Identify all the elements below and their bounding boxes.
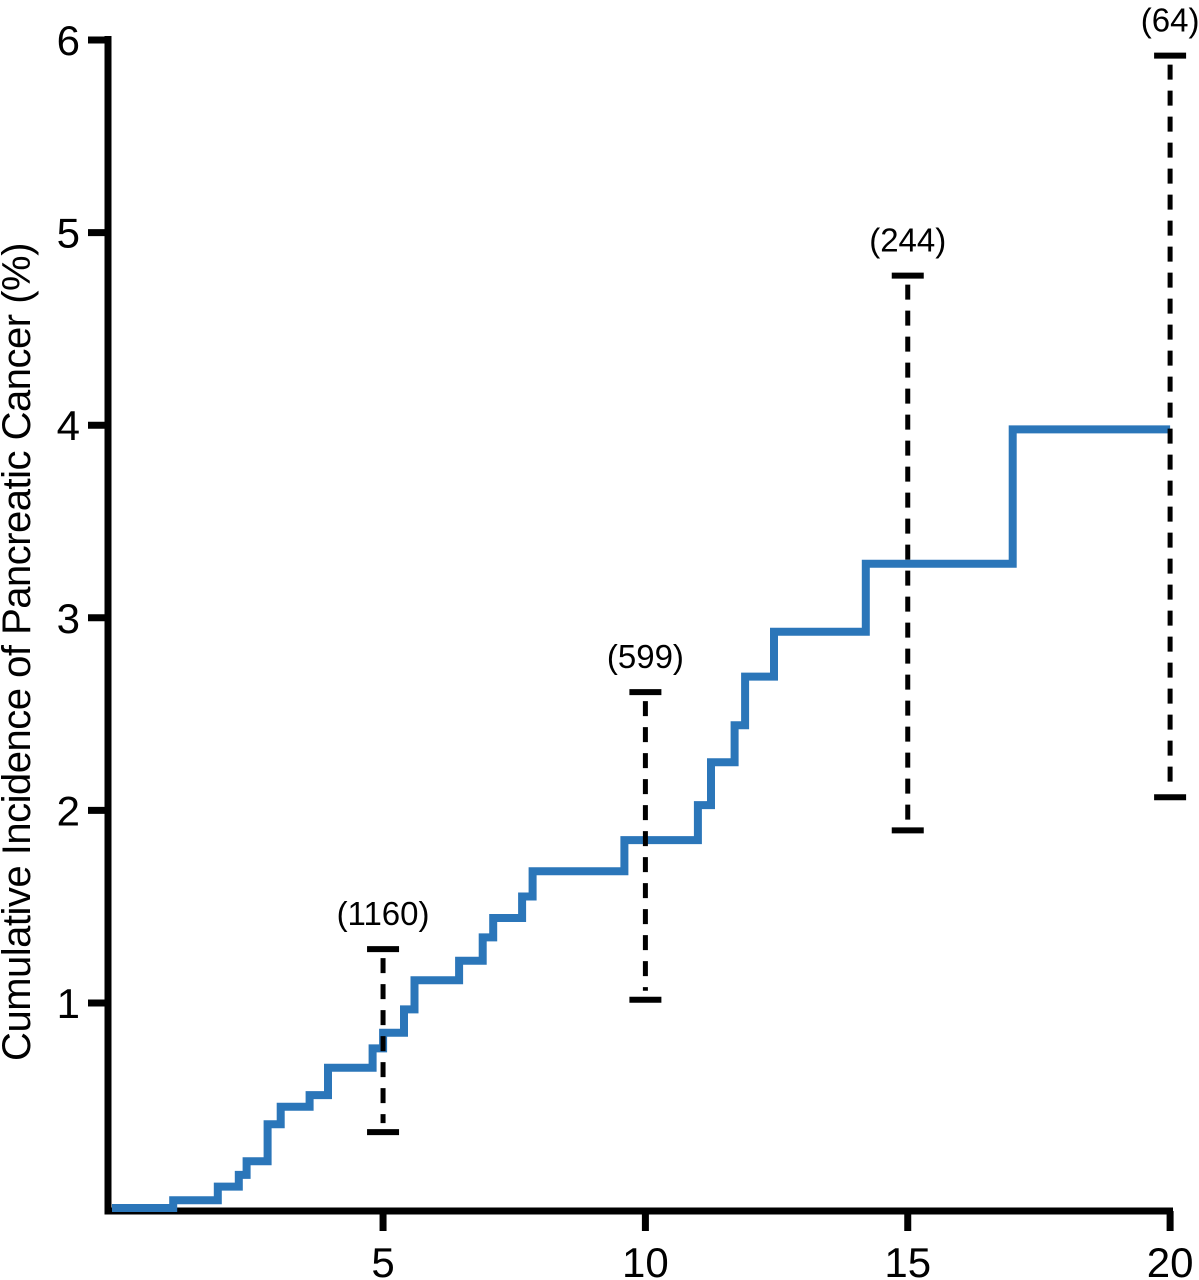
risk-marker-year-5: (1160)	[337, 895, 430, 1136]
y-tick-label: 2	[57, 787, 80, 834]
x-tick-label: 10	[622, 1239, 669, 1280]
x-tick-label: 5	[371, 1239, 394, 1280]
at-risk-count-label: (1160)	[337, 895, 430, 932]
x-tick-label: 15	[884, 1239, 931, 1280]
risk-marker-year-15: (244)	[869, 222, 946, 834]
axes: 1 2 3 4 5 6 5 10 15 20	[57, 17, 1194, 1280]
risk-marker-year-20: (64)	[1141, 2, 1199, 801]
at-risk-count-label: (244)	[869, 222, 946, 259]
y-tick-label: 3	[57, 595, 80, 642]
risk-marker-year-10: (599)	[607, 638, 684, 1003]
y-axis-title: Cumulative Incidence of Pancreatic Cance…	[0, 243, 39, 1061]
y-tick-label: 5	[57, 210, 80, 257]
x-tick-label: 20	[1147, 1239, 1194, 1280]
at-risk-count-label: (599)	[607, 638, 684, 675]
incidence-step-curve	[112, 425, 1171, 1212]
y-tick-label: 6	[57, 17, 80, 64]
y-tick-label: 4	[57, 402, 80, 449]
y-tick-label: 1	[57, 980, 80, 1027]
at-risk-count-label: (64)	[1141, 2, 1199, 39]
